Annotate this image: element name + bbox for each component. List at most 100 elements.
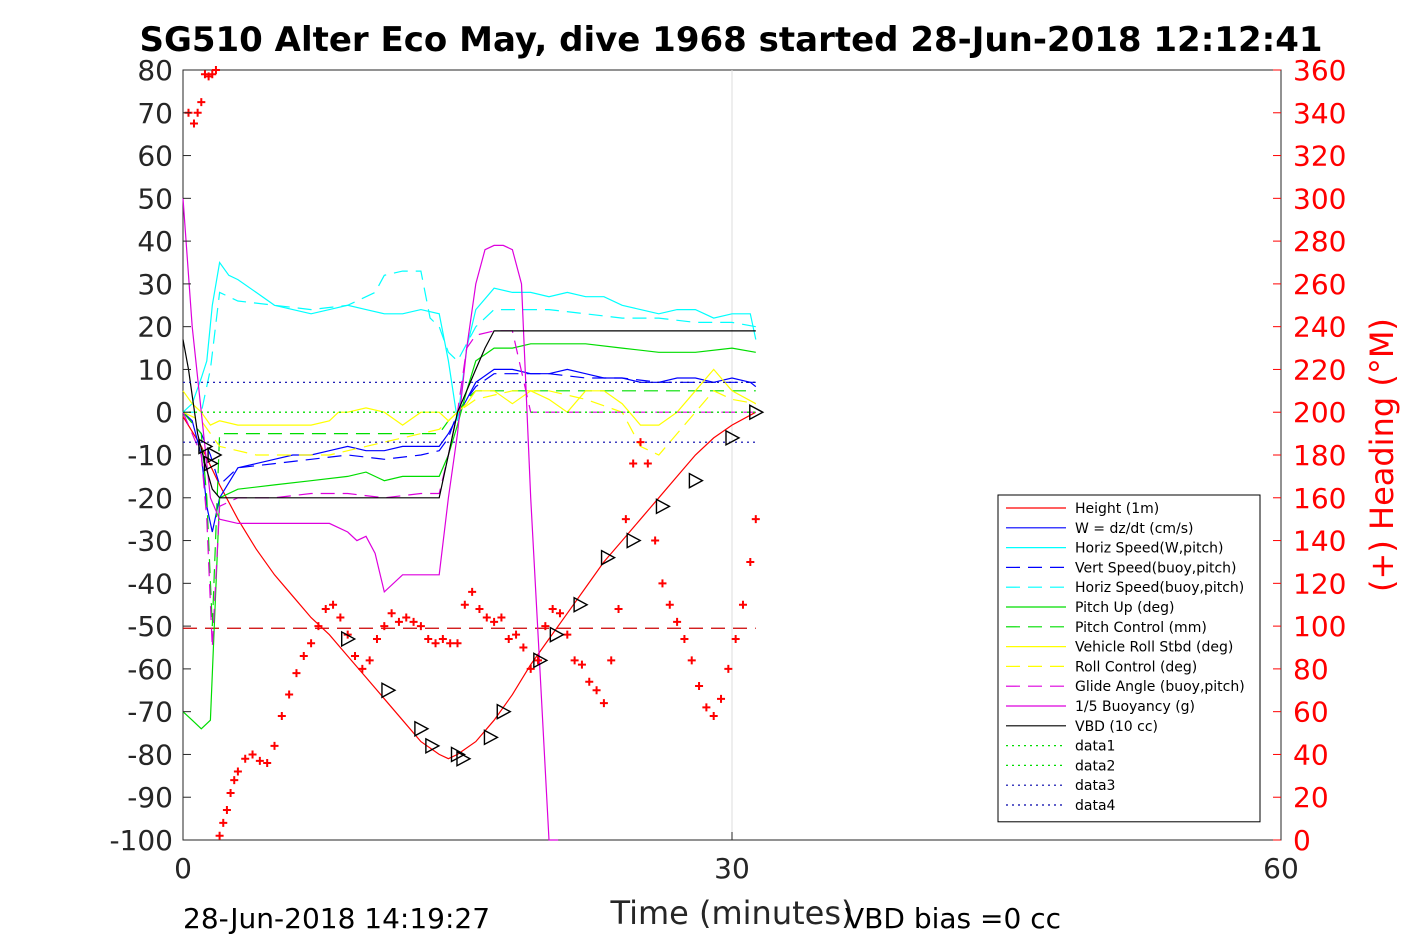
heading-point-53 (526, 664, 535, 673)
heading-point-41 (438, 634, 447, 643)
right-tick-label-13: 100 (1293, 610, 1346, 643)
heading-point-3 (197, 98, 206, 107)
heading-point-45 (468, 587, 477, 596)
heading-point-12 (230, 776, 239, 785)
heading-point-8 (215, 831, 224, 840)
legend-entry-10: 1/5 Buoyancy (g) (1075, 699, 1195, 715)
heading-point-38 (416, 622, 425, 631)
triangle-marker-8 (456, 750, 472, 767)
heading-point-40 (431, 639, 440, 648)
right-tick-label-12: 120 (1293, 567, 1346, 600)
heading-point-62 (592, 686, 601, 695)
heading-point-69 (643, 459, 652, 468)
triangle-marker-9 (483, 729, 499, 746)
series-line-8 (182, 390, 756, 456)
right-tick-label-10: 160 (1293, 482, 1346, 515)
legend-entry-14: data3 (1075, 778, 1115, 794)
heading-point-14 (241, 754, 250, 763)
legend-entry-5: Pitch Up (deg) (1075, 600, 1174, 616)
heading-point-24 (314, 622, 323, 631)
heading-point-68 (636, 438, 645, 447)
left-tick-label-9: -10 (127, 439, 173, 472)
heading-point-71 (658, 579, 667, 588)
legend-entry-11: VBD (10 cc) (1075, 719, 1158, 735)
triangle-marker-18 (725, 429, 741, 447)
series-line-2 (182, 260, 757, 421)
heading-point-76 (695, 682, 704, 690)
triangle-marker-13 (573, 596, 589, 613)
left-tick-label-0: 80 (137, 54, 173, 87)
chart-title: SG510 Alter Eco May, dive 1968 started 2… (139, 20, 1322, 60)
heading-point-33 (380, 622, 389, 631)
heading-point-54 (534, 656, 543, 665)
footer-timestamp: 28-Jun-2018 14:19:27 (183, 902, 490, 935)
left-tick-label-2: 60 (137, 140, 173, 173)
left-tick-label-13: -50 (127, 610, 173, 643)
left-tick-label-4: 40 (137, 225, 173, 258)
heading-point-19 (277, 711, 286, 720)
heading-point-67 (629, 459, 638, 468)
left-tick-label-14: -60 (127, 653, 173, 686)
heading-point-81 (731, 634, 740, 643)
legend-entry-1: W = dz/dt (cm/s) (1075, 521, 1194, 537)
heading-point-73 (673, 617, 682, 626)
legend: Height (1m) W = dz/dt (cm/s) Horiz Speed(W… (997, 494, 1261, 823)
left-tick-label-10: -20 (127, 482, 173, 515)
heading-point-79 (717, 694, 726, 703)
legend-entry-9: Glide Angle (buoy,pitch) (1075, 679, 1245, 695)
axes-ticks: 80706050403020100-10-20-30-40-50-60-70-8… (109, 54, 1346, 885)
triangle-marker-6 (425, 737, 441, 755)
heading-point-27 (336, 613, 345, 622)
heading-point-23 (307, 639, 316, 648)
right-tick-label-11: 140 (1293, 525, 1346, 558)
triangle-marker-12 (549, 626, 565, 643)
heading-points (184, 66, 760, 840)
series-line-9 (182, 330, 756, 648)
heading-point-43 (453, 639, 462, 648)
legend-entry-15: data4 (1075, 798, 1116, 814)
heading-point-49 (497, 613, 506, 622)
heading-point-60 (577, 660, 586, 669)
triangle-marker-7 (450, 746, 466, 763)
heading-point-66 (621, 515, 630, 524)
right-tick-label-18: 0 (1293, 824, 1311, 857)
left-tick-label-16: -80 (127, 738, 173, 771)
heading-point-72 (665, 600, 674, 609)
heading-point-35 (394, 617, 403, 626)
right-tick-label-6: 240 (1293, 311, 1346, 344)
legend-entry-2: Horiz Speed(W,pitch) (1075, 541, 1223, 557)
heading-point-1 (189, 119, 198, 128)
right-tick-label-7: 220 (1293, 353, 1346, 386)
heading-point-2 (193, 108, 202, 117)
heading-point-47 (482, 613, 491, 622)
heading-point-52 (519, 643, 528, 652)
heading-point-20 (285, 690, 294, 699)
heading-point-59 (570, 656, 579, 665)
heading-point-70 (651, 536, 660, 545)
legend-entry-4: Horiz Speed(buoy,pitch) (1075, 580, 1244, 596)
heading-point-82 (738, 600, 747, 609)
heading-point-63 (599, 699, 608, 708)
right-tick-label-9: 180 (1293, 439, 1346, 472)
heading-point-42 (446, 639, 455, 648)
heading-point-55 (541, 622, 550, 631)
triangle-marker-15 (626, 532, 642, 549)
right-axis-label: (+) Heading (°M) (1363, 318, 1401, 592)
heading-point-83 (746, 557, 755, 566)
triangle-marker-2 (207, 446, 223, 464)
heading-point-26 (329, 600, 338, 609)
left-tick-label-5: 30 (137, 268, 173, 301)
triangle-marker-4 (381, 682, 397, 699)
heading-point-31 (365, 656, 374, 665)
heading-point-80 (724, 664, 733, 673)
heading-point-48 (490, 617, 499, 626)
left-tick-label-8: 0 (155, 396, 173, 429)
legend-entry-8: Roll Control (deg) (1075, 659, 1197, 675)
legend-entry-7: Vehicle Roll Stbd (deg) (1075, 640, 1233, 656)
right-tick-label-8: 200 (1293, 396, 1346, 429)
series-line-11 (182, 330, 756, 499)
right-tick-label-2: 320 (1293, 140, 1346, 173)
heading-point-29 (351, 652, 360, 661)
series-line-10 (182, 198, 559, 841)
